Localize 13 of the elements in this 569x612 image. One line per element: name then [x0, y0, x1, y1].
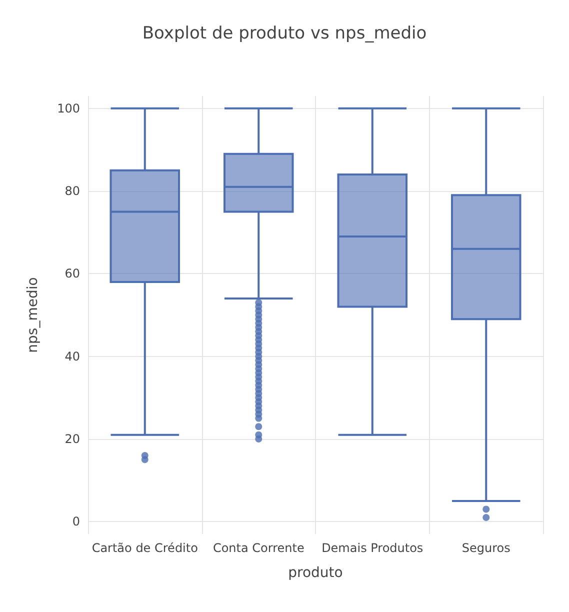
y-tick-label: 0 [72, 514, 80, 529]
y-axis-title: nps_medio [25, 277, 41, 353]
x-tick-label: Cartão de Crédito [92, 541, 198, 555]
x-tick-label: Conta Corrente [212, 541, 304, 555]
y-tick-label: 80 [64, 184, 80, 198]
y-tick-label: 100 [57, 101, 80, 116]
y-tick-label: 40 [64, 349, 80, 364]
x-axis-title: produto [288, 565, 343, 581]
chart-title: Boxplot de produto vs nps_medio [142, 24, 427, 44]
x-tick-label: Seguros [462, 541, 510, 555]
y-tick-label: 60 [64, 266, 80, 281]
x-tick-label: Demais Produtos [322, 541, 424, 555]
y-tick-label: 20 [64, 432, 80, 446]
